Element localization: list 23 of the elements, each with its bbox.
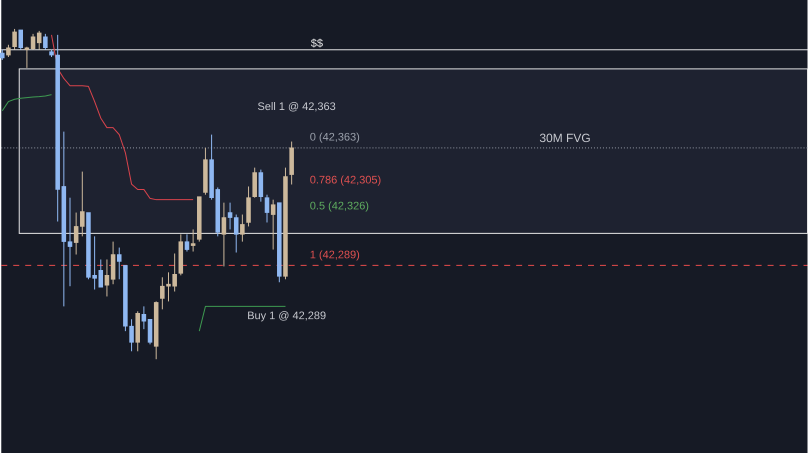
candlestick: [12, 28, 17, 50]
candlestick: [190, 228, 196, 252]
text: 0.5 (42,326): [310, 201, 368, 212]
candlestick: [0, 49, 5, 60]
annotation: Sell 1 @ 42,363: [258, 102, 336, 112]
candlestick: [18, 29, 24, 50]
candlestick: [129, 318, 134, 352]
text: 1 (42,289): [310, 250, 360, 261]
candlestick: [104, 258, 110, 297]
text: 0.786 (42,305): [310, 175, 380, 186]
ref-line-label: $$: [310, 38, 323, 48]
candlestick: [116, 247, 122, 280]
candlestick: [270, 199, 276, 250]
annotation: Buy 1 @ 42,289: [248, 311, 326, 322]
band-label: 30M FVG: [540, 134, 590, 142]
candlestick: [264, 194, 270, 223]
candlestick: [240, 214, 245, 242]
candlestick: [43, 33, 48, 50]
candlestick: [24, 46, 30, 68]
text: 0 (42,363): [310, 132, 360, 143]
candlestick: [222, 202, 226, 267]
candlestick: [184, 234, 190, 252]
candlestick: [6, 44, 11, 58]
